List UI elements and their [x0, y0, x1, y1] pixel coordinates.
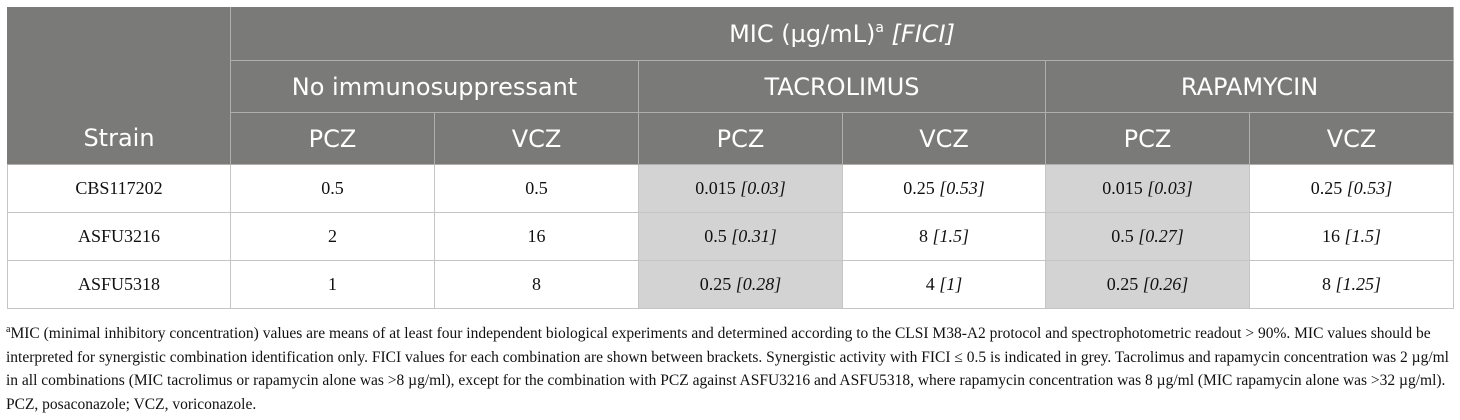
table-body: CBS117202 0.5 0.5 0.015 [0.03] 0.25 [0.5… — [7, 164, 1455, 309]
mic-value: 0.25 — [1106, 274, 1139, 294]
group-header-label: TACROLIMUS — [764, 72, 920, 101]
drug-header-label: PCZ — [1123, 124, 1172, 153]
mic-value: 8 — [532, 274, 541, 294]
mic-cell: 2 — [230, 212, 435, 261]
fici-value: [0.27] — [1138, 226, 1184, 246]
footnote-text: MIC (minimal inhibitory concentration) v… — [6, 325, 1449, 413]
strain-cell: ASFU5318 — [7, 260, 231, 309]
mic-cell-synergistic: 0.25 [0.26] — [1045, 260, 1250, 309]
fici-value: [1] — [939, 274, 963, 294]
mic-cell: 16 — [434, 212, 639, 261]
strain-cell: CBS117202 — [7, 164, 231, 213]
drug-header: PCZ — [638, 112, 843, 165]
fici-value: [0.31] — [731, 226, 777, 246]
mic-value: 0.015 — [695, 178, 736, 198]
fici-value: [1.25] — [1335, 274, 1382, 294]
table-footnote: aMIC (minimal inhibitory concentration) … — [6, 318, 1454, 416]
mic-value: 0.25 — [903, 178, 935, 198]
mic-cell: 1 — [230, 260, 435, 309]
mic-cell: 4 [1] — [842, 260, 1046, 309]
mic-value: 0.5 — [1111, 226, 1134, 246]
mic-value: 8 — [918, 226, 928, 246]
mic-header-label: MIC (µg/mL) — [729, 20, 876, 48]
mic-value: 0.25 — [1310, 178, 1343, 198]
group-header-rapamycin: RAPAMYCIN — [1044, 60, 1455, 113]
drug-header-label: VCZ — [919, 124, 969, 153]
table-header: Strain MIC (µg/mL)a [FICI] No immunosupp… — [7, 7, 1455, 165]
table-row: ASFU3216 2 16 0.5 [0.31] 8 [1.5] 0.5 [0.… — [7, 212, 1455, 261]
mic-value: 0.5 — [704, 226, 727, 246]
fici-value: [1.5] — [932, 226, 969, 246]
fici-value: [0.03] — [740, 178, 786, 198]
mic-cell: 16 [1.5] — [1248, 212, 1455, 261]
mic-value: 2 — [328, 226, 337, 246]
mic-cell: 0.25 [0.53] — [1248, 164, 1455, 213]
mic-header-superscript: a — [875, 20, 884, 36]
drug-header: VCZ — [842, 112, 1046, 165]
mic-cell: 0.25 [0.53] — [842, 164, 1046, 213]
mic-cell: 0.5 — [230, 164, 435, 213]
group-header-tacrolimus: TACROLIMUS — [638, 60, 1046, 113]
fici-header-label: [FICI] — [891, 20, 955, 48]
fici-value: [0.03] — [1147, 178, 1193, 198]
mic-cell: 8 — [434, 260, 639, 309]
mic-table: Strain MIC (µg/mL)a [FICI] No immunosupp… — [7, 7, 1455, 309]
mic-value: 0.015 — [1102, 178, 1143, 198]
fici-value: [0.28] — [735, 274, 782, 294]
mic-super-header: MIC (µg/mL)a [FICI] — [229, 7, 1455, 61]
group-header-label: RAPAMYCIN — [1180, 72, 1319, 101]
table-row: ASFU5318 1 8 0.25 [0.28] 4 [1] 0.25 [0.2… — [7, 260, 1455, 309]
mic-cell-synergistic: 0.5 [0.31] — [638, 212, 843, 261]
drug-header-label: VCZ — [1326, 124, 1377, 153]
mic-value: 8 — [1322, 274, 1332, 294]
group-header-label: No immunosuppressant — [291, 72, 578, 101]
mic-cell: 8 [1.5] — [842, 212, 1046, 261]
table-row: CBS117202 0.5 0.5 0.015 [0.03] 0.25 [0.5… — [7, 164, 1455, 213]
mic-cell-synergistic: 0.25 [0.28] — [638, 260, 843, 309]
mic-cell-synergistic: 0.015 [0.03] — [638, 164, 843, 213]
drug-header-label: VCZ — [511, 124, 562, 153]
drug-header: VCZ — [434, 112, 639, 165]
mic-cell-synergistic: 0.015 [0.03] — [1045, 164, 1250, 213]
mic-cell: 0.5 — [434, 164, 639, 213]
strain-cell: ASFU3216 — [7, 212, 231, 261]
fici-value: [1.5] — [1344, 226, 1382, 246]
fici-value: [0.26] — [1142, 274, 1189, 294]
strain-column-header: Strain — [7, 7, 231, 165]
group-header-no-immunosuppressant: No immunosuppressant — [230, 60, 639, 113]
drug-header: PCZ — [1045, 112, 1250, 165]
mic-value: 0.5 — [321, 178, 344, 198]
mic-value: 16 — [1322, 226, 1341, 246]
drug-header-label: PCZ — [308, 124, 357, 153]
drug-header: VCZ — [1248, 112, 1455, 165]
mic-cell: 8 [1.25] — [1248, 260, 1455, 309]
fici-value: [0.53] — [1346, 178, 1393, 198]
mic-value: 0.25 — [699, 274, 732, 294]
strain-header-label: Strain — [83, 124, 155, 152]
mic-value: 1 — [328, 274, 337, 294]
mic-cell-synergistic: 0.5 [0.27] — [1045, 212, 1250, 261]
mic-table-container: Strain MIC (µg/mL)a [FICI] No immunosupp… — [7, 7, 1455, 309]
fici-value: [0.53] — [939, 178, 985, 198]
drug-header: PCZ — [230, 112, 435, 165]
mic-value: 16 — [527, 226, 546, 246]
footnote-marker: a — [6, 324, 11, 335]
mic-value: 4 — [925, 274, 935, 294]
mic-value: 0.5 — [525, 178, 548, 198]
drug-header-label: PCZ — [716, 124, 765, 153]
